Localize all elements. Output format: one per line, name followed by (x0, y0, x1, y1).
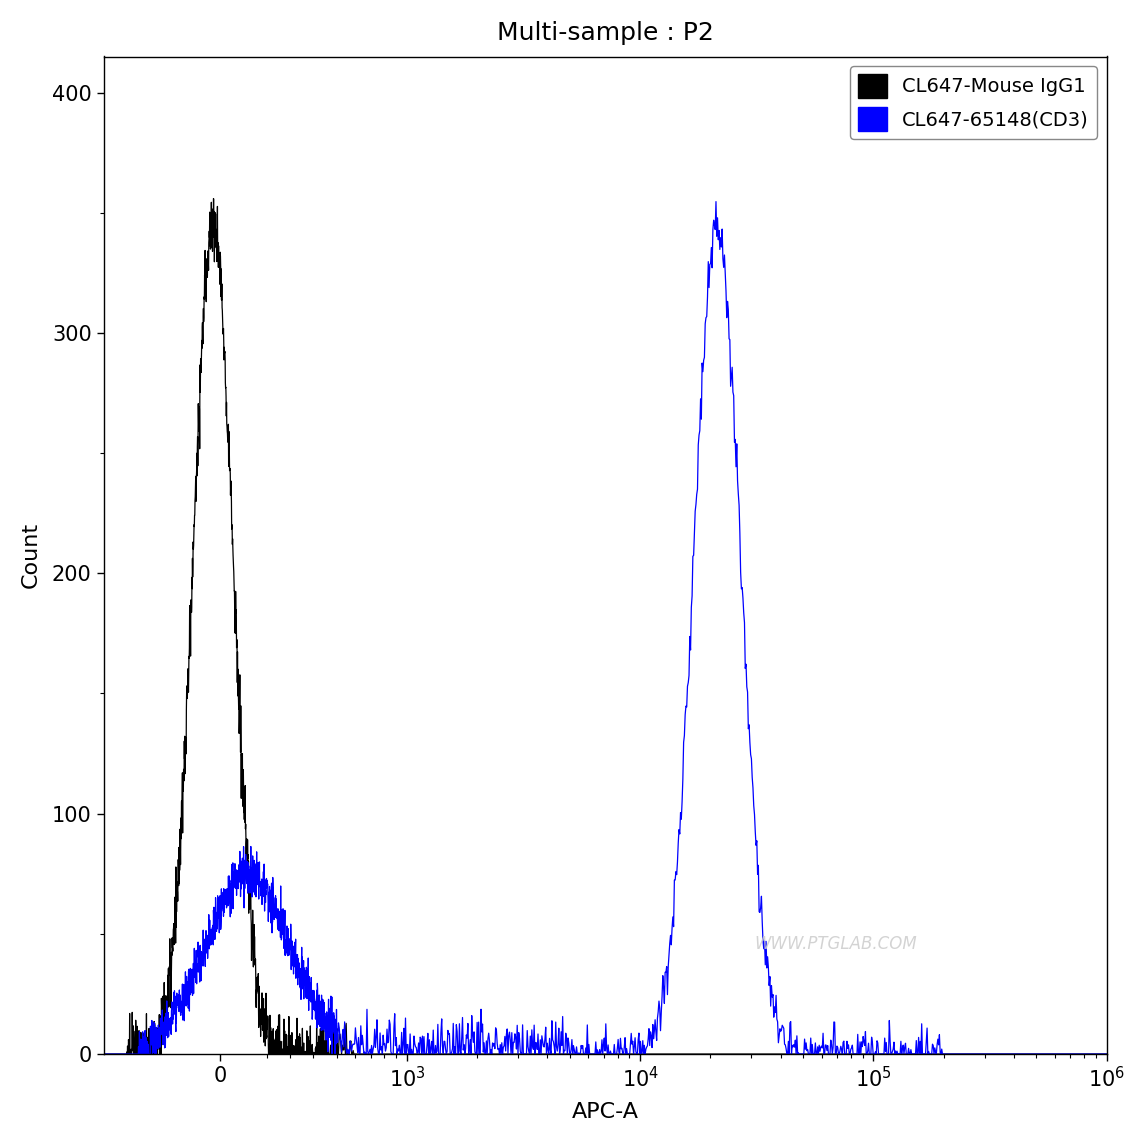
Text: WWW.PTGLAB.COM: WWW.PTGLAB.COM (754, 935, 917, 953)
CL647-Mouse IgG1 (324, 1038, 338, 1052)
CL647-Mouse IgG1 (120, 1047, 134, 1061)
X-axis label: APC-A: APC-A (572, 1102, 638, 1122)
Line: CL647-65148(CD3): CL647-65148(CD3) (103, 201, 1107, 1054)
CL647-65148(CD3) (1055, 1047, 1069, 1061)
Title: Multi-sample : P2: Multi-sample : P2 (496, 21, 714, 45)
CL647-Mouse IgG1 (96, 1047, 110, 1061)
CL647-65148(CD3) (96, 1047, 110, 1061)
CL647-65148(CD3) (709, 194, 723, 208)
CL647-65148(CD3) (774, 1022, 787, 1036)
CL647-Mouse IgG1 (312, 1047, 325, 1061)
CL647-65148(CD3) (120, 1047, 134, 1061)
CL647-65148(CD3) (323, 1030, 337, 1044)
Legend: CL647-Mouse IgG1, CL647-65148(CD3): CL647-Mouse IgG1, CL647-65148(CD3) (850, 66, 1097, 139)
CL647-Mouse IgG1 (1055, 1047, 1069, 1061)
Y-axis label: Count: Count (21, 522, 41, 589)
Line: CL647-Mouse IgG1: CL647-Mouse IgG1 (103, 199, 1107, 1054)
CL647-65148(CD3) (312, 1009, 325, 1023)
CL647-Mouse IgG1 (1055, 1047, 1069, 1061)
CL647-Mouse IgG1 (1100, 1047, 1114, 1061)
CL647-65148(CD3) (1055, 1047, 1069, 1061)
CL647-Mouse IgG1 (206, 192, 220, 206)
CL647-Mouse IgG1 (774, 1047, 787, 1061)
CL647-65148(CD3) (1100, 1047, 1114, 1061)
